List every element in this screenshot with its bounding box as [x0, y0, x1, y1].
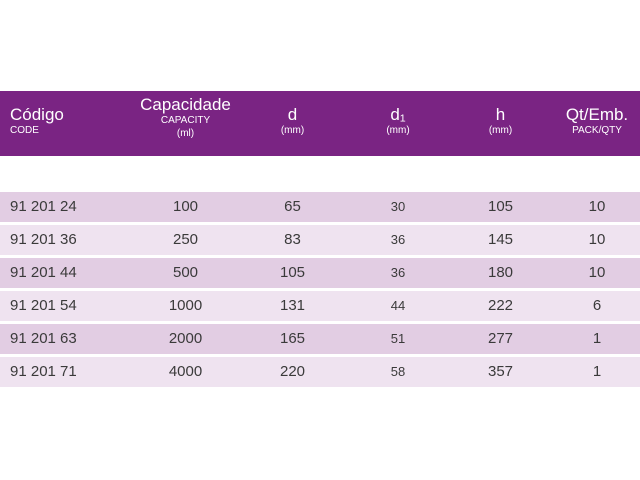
cell-code: 91 201 63 [10, 330, 77, 347]
table-row: 91 201 36 250 83 36 145 10 [0, 225, 640, 255]
cell-code: 91 201 54 [10, 297, 77, 314]
cell-d1: 30 [390, 199, 406, 214]
cell-d: 165 [279, 330, 306, 347]
table-row: 91 201 44 500 105 36 180 10 [0, 258, 640, 288]
table-body: 91 201 24 100 65 30 105 10 91 201 36 250… [0, 192, 640, 390]
cell-h: 357 [487, 363, 514, 380]
cell-d1: 44 [390, 298, 406, 313]
cell-qt: 10 [588, 198, 606, 215]
cell-h: 277 [487, 330, 514, 347]
cell-d: 65 [284, 198, 301, 215]
header-h-label: h [495, 105, 506, 124]
cell-capacity: 250 [172, 231, 199, 248]
table-row: 91 201 71 4000 220 58 357 1 [0, 357, 640, 387]
cell-qt: 10 [588, 264, 606, 281]
header-h-unit: (mm) [488, 125, 513, 136]
cell-h: 105 [487, 198, 514, 215]
header-d1-label: d₁ [390, 105, 406, 124]
cell-qt: 10 [588, 231, 606, 248]
header-d1-unit: (mm) [386, 125, 410, 136]
cell-code: 91 201 71 [10, 363, 77, 380]
cell-capacity: 1000 [168, 297, 203, 314]
header-d: d (mm) [255, 105, 330, 170]
cell-d1: 51 [390, 331, 406, 346]
header-capacity-unit: (ml) [176, 128, 195, 139]
header-d-unit: (mm) [280, 125, 305, 136]
header-code-label: Código [10, 105, 64, 124]
cell-capacity: 4000 [168, 363, 203, 380]
header-capacity-sublabel: CAPACITY [160, 115, 211, 126]
cell-capacity: 2000 [168, 330, 203, 347]
table-header: Código CODE Capacidade CAPACITY (ml) d (… [0, 91, 640, 156]
header-d-label: d [287, 105, 298, 124]
header-qt-label: Qt/Emb. [565, 105, 629, 124]
cell-code: 91 201 36 [10, 231, 77, 248]
cell-qt: 1 [592, 330, 602, 347]
cell-d: 220 [279, 363, 306, 380]
table-row: 91 201 63 2000 165 51 277 1 [0, 324, 640, 354]
cell-code: 91 201 24 [10, 198, 77, 215]
cell-d: 131 [279, 297, 306, 314]
header-h: h (mm) [463, 105, 538, 170]
cell-h: 145 [487, 231, 514, 248]
header-code: Código CODE [10, 105, 130, 170]
cell-capacity: 500 [172, 264, 199, 281]
cell-qt: 1 [592, 363, 602, 380]
cell-qt: 6 [592, 297, 602, 314]
header-qt: Qt/Emb. PACK/QTY [552, 105, 640, 170]
header-d1: d₁ (mm) [358, 105, 438, 170]
cell-capacity: 100 [172, 198, 199, 215]
cell-d1: 58 [390, 364, 406, 379]
cell-d1: 36 [390, 265, 406, 280]
table-row: 91 201 54 1000 131 44 222 6 [0, 291, 640, 321]
header-qt-sublabel: PACK/QTY [572, 125, 622, 136]
cell-h: 180 [487, 264, 514, 281]
cell-code: 91 201 44 [10, 264, 77, 281]
cell-d1: 36 [390, 232, 406, 247]
table-row: 91 201 24 100 65 30 105 10 [0, 192, 640, 222]
header-code-sublabel: CODE [10, 125, 39, 136]
cell-d: 83 [284, 231, 301, 248]
header-capacity: Capacidade CAPACITY (ml) [123, 95, 248, 160]
header-capacity-label: Capacidade [140, 95, 231, 114]
cell-d: 105 [279, 264, 306, 281]
cell-h: 222 [487, 297, 514, 314]
